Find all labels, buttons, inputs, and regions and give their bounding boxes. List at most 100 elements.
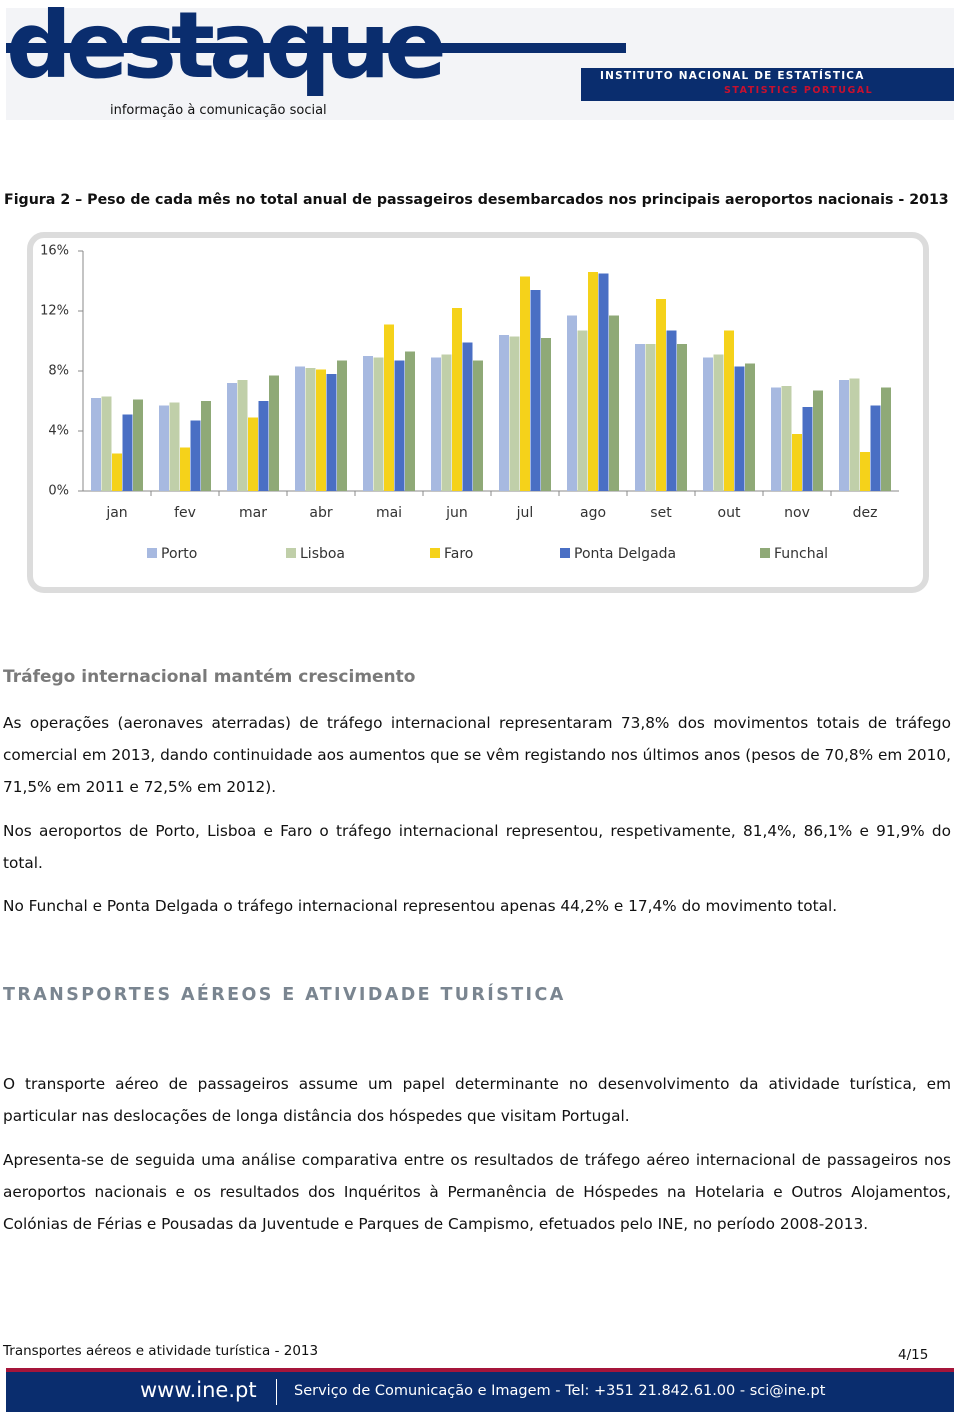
bar [295, 366, 305, 491]
bar [577, 330, 588, 491]
bar [677, 344, 687, 491]
section-heading: TRANSPORTES AÉREOS E ATIVIDADE TURÍSTICA [3, 985, 566, 1005]
legend-label: Funchal [774, 546, 828, 562]
bar [269, 375, 279, 491]
bar [227, 383, 237, 491]
bar [567, 315, 577, 491]
footer-band: www.ine.pt Serviço de Comunicação e Imag… [6, 1372, 954, 1412]
divider [276, 1379, 277, 1405]
y-tick-label: 4% [48, 424, 69, 439]
section-heading: Tráfego internacional mantém crescimento [3, 667, 416, 687]
bar [363, 356, 373, 491]
bar [394, 360, 405, 491]
bar [530, 290, 541, 491]
x-tick-label: abr [309, 505, 332, 521]
bar [373, 357, 384, 491]
bar [666, 330, 677, 491]
x-tick-label: out [718, 505, 741, 521]
bar [713, 354, 724, 491]
figure-title: Figura 2 – Peso de cada mês no total anu… [4, 192, 949, 208]
footer-title: Transportes aéreos e atividade turística… [3, 1343, 319, 1359]
paragraph: O transporte aéreo de passageiros assume… [3, 1075, 951, 1125]
bar [122, 414, 133, 491]
bar [101, 396, 112, 491]
bar [180, 447, 190, 491]
y-tick-label: 8% [48, 364, 69, 379]
legend-label: Ponta Delgada [574, 546, 676, 562]
bar [839, 380, 849, 491]
paragraph: Nos aeroportos de Porto, Lisboa e Faro o… [3, 822, 951, 872]
x-tick-label: jun [445, 505, 468, 521]
header: destaque informação à comunicação social… [6, 0, 954, 120]
bar [473, 360, 483, 491]
y-tick-label: 16% [40, 244, 69, 259]
logo: destaque [6, 0, 447, 99]
bar [588, 272, 598, 491]
legend-label: Lisboa [300, 546, 345, 562]
bar [802, 407, 813, 491]
bar [635, 344, 645, 491]
bar [248, 417, 258, 491]
bar [499, 335, 509, 491]
bar [316, 369, 326, 491]
header-stripe [6, 43, 626, 53]
bar [609, 315, 619, 491]
legend-swatch [560, 548, 570, 558]
header-band [581, 68, 954, 101]
bar [159, 405, 169, 491]
bar [703, 357, 713, 491]
bar [431, 357, 441, 491]
bar [133, 399, 143, 491]
x-tick-label: ago [580, 505, 606, 521]
bar [520, 276, 530, 491]
bar [598, 273, 609, 491]
x-tick-label: jan [105, 505, 127, 521]
page-number: 4/15 [898, 1347, 929, 1363]
contact: Serviço de Comunicação e Imagem - Tel: +… [294, 1383, 826, 1399]
x-tick-label: dez [853, 505, 878, 521]
bar [541, 338, 551, 491]
bar [645, 344, 656, 491]
institute: INSTITUTO NACIONAL DE ESTATÍSTICA [600, 70, 865, 82]
legend-swatch [760, 548, 770, 558]
x-tick-label: mai [376, 505, 402, 521]
paragraph: No Funchal e Ponta Delgada o tráfego int… [3, 897, 838, 915]
bar [337, 360, 347, 491]
legend-swatch [286, 548, 296, 558]
site[interactable]: www.ine.pt [140, 1378, 257, 1402]
bar [870, 405, 881, 491]
bar [91, 398, 101, 491]
chart: 0% 4% 8% 12% 16% jan fev mar abr mai jun jul ago set o… [27, 232, 929, 593]
institute-en: STATISTICS PORTUGAL [724, 85, 874, 96]
bar [112, 453, 122, 491]
paragraph: As operações (aeronaves aterradas) de tr… [3, 714, 951, 796]
tagline: informação à comunicação social [110, 103, 327, 118]
bar [813, 390, 823, 491]
bar [745, 363, 755, 491]
bar [734, 366, 745, 491]
bar [258, 401, 269, 491]
bar [305, 368, 316, 491]
bar [462, 342, 473, 491]
legend-label: Porto [161, 546, 197, 562]
x-tick-label: nov [784, 505, 810, 521]
x-tick-label: mar [239, 505, 267, 521]
bar [724, 330, 734, 491]
legend-label: Faro [444, 546, 473, 562]
legend-swatch [430, 548, 440, 558]
bar [384, 324, 394, 491]
legend-swatch [147, 548, 157, 558]
bar [860, 452, 870, 491]
x-tick-label: set [650, 505, 672, 521]
bar [781, 386, 792, 491]
bar [881, 387, 891, 491]
bar [326, 374, 337, 491]
bar [792, 434, 802, 491]
bar [849, 378, 860, 491]
y-tick-label: 12% [40, 304, 69, 319]
footer-rule [6, 1368, 954, 1372]
bar [771, 387, 781, 491]
x-tick-label: jul [516, 505, 534, 521]
bar [190, 420, 201, 491]
bar [201, 401, 211, 491]
